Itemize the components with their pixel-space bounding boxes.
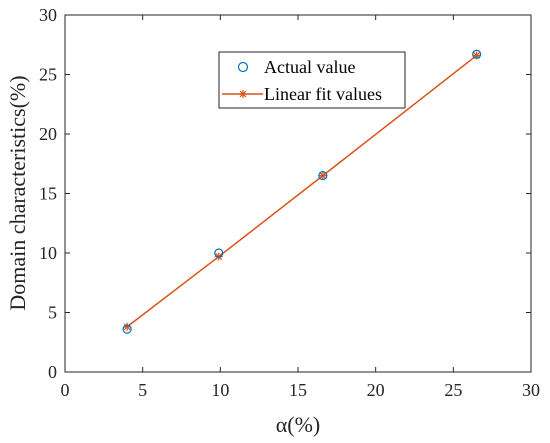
y-tick-label: 5 — [48, 303, 57, 323]
fit-point-marker — [318, 171, 327, 180]
legend-label-fit: Linear fit values — [264, 84, 382, 104]
actual-point — [214, 248, 224, 258]
y-tick-label: 0 — [48, 362, 57, 382]
x-axis-title: α(%) — [276, 412, 321, 437]
y-tick-label: 25 — [39, 65, 57, 85]
actual-point — [318, 171, 328, 181]
y-tick-label: 15 — [39, 184, 57, 204]
x-tick-label: 15 — [289, 380, 307, 400]
actual-point — [122, 324, 132, 334]
x-tick-label: 0 — [61, 380, 70, 400]
x-tick-label: 5 — [138, 380, 147, 400]
x-tick-label: 30 — [522, 380, 540, 400]
x-tick-label: 20 — [367, 380, 385, 400]
x-axis-ticks: 0 5 10 15 20 25 30 — [61, 15, 540, 400]
legend: Actual value Linear fit values — [218, 51, 406, 109]
legend-marker-fit — [239, 90, 247, 98]
y-tick-label: 20 — [39, 124, 57, 144]
fit-line-layer — [123, 51, 481, 331]
legend-label-actual: Actual value — [264, 57, 355, 77]
y-tick-label: 10 — [39, 243, 57, 263]
actual-point — [472, 49, 482, 59]
points-layer — [122, 49, 482, 334]
x-tick-label: 25 — [444, 380, 462, 400]
y-axis-title: Domain characteristics(%) — [5, 75, 30, 310]
legend-marker-actual — [237, 61, 249, 73]
x-tick-label: 10 — [211, 380, 229, 400]
y-axis-ticks: 0 5 10 15 20 25 30 — [39, 5, 531, 382]
fit-point-marker — [123, 322, 132, 331]
fit-line — [126, 54, 478, 328]
y-tick-label: 30 — [39, 5, 57, 25]
legend-box — [218, 51, 406, 109]
